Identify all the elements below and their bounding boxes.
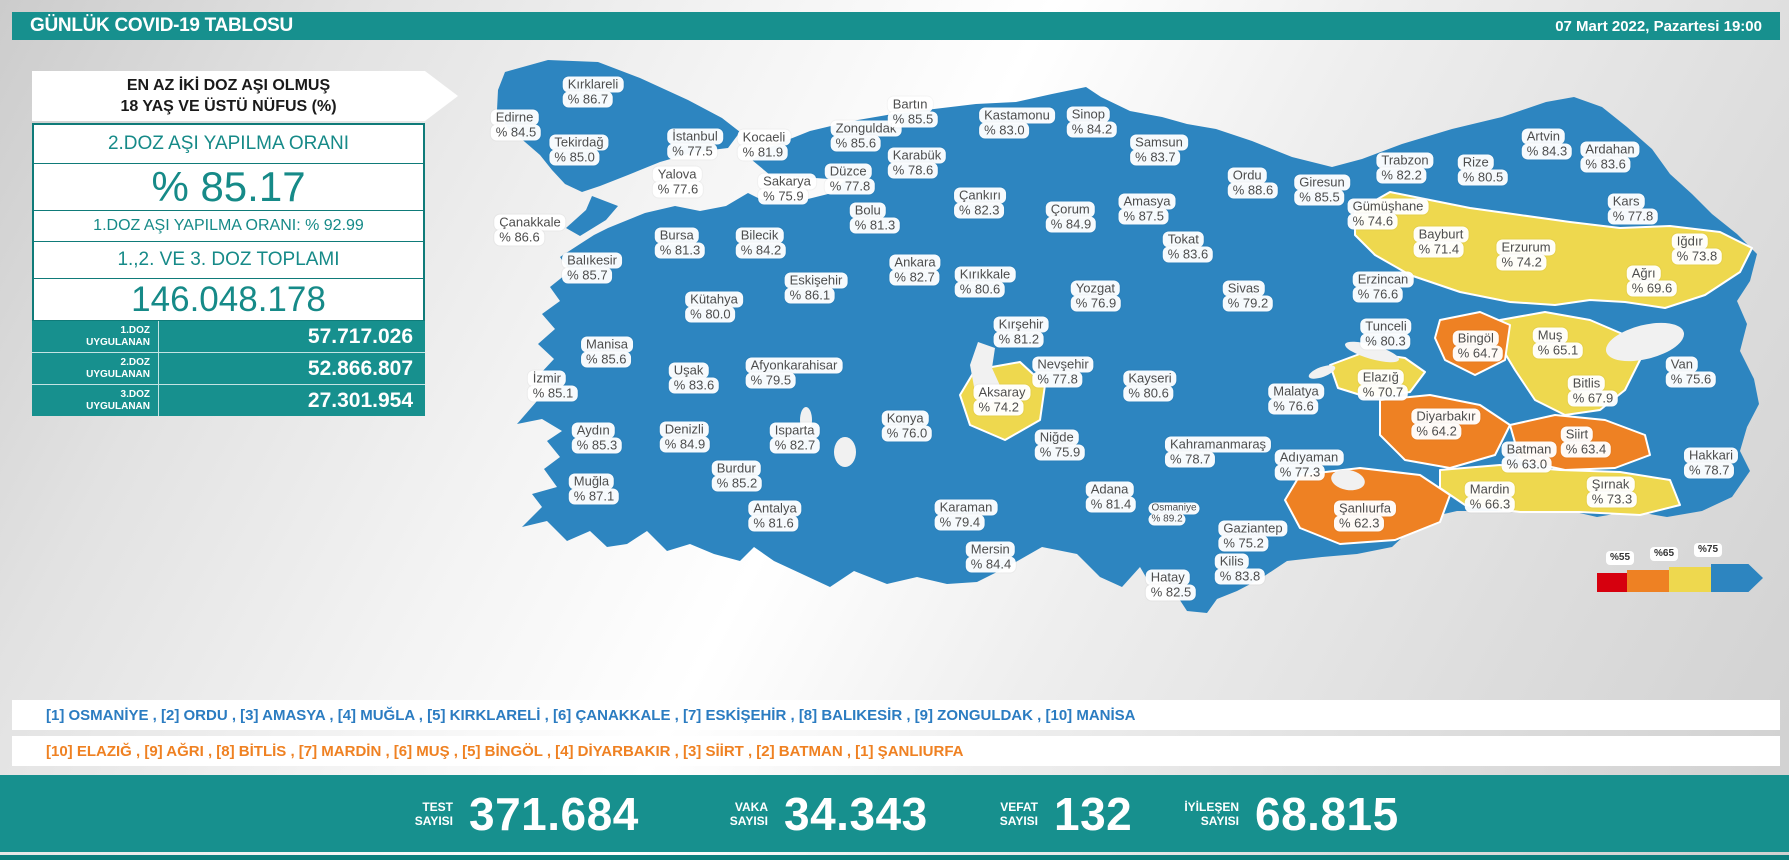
dose1-row-label-1: 1.DOZ — [120, 324, 150, 336]
vaccination-banner: EN AZ İKİ DOZ AŞI OLMUŞ 18 YAŞ VE ÜSTÜ N… — [32, 71, 425, 121]
dose3-row: 3.DOZ UYGULANAN 27.301.954 — [32, 385, 425, 416]
legend-color-scale — [1597, 564, 1763, 592]
lake-beysehir — [834, 437, 856, 467]
test-label-2: SAYISI — [414, 813, 453, 828]
test-count-value: 371.684 — [469, 787, 639, 840]
dose2-rate-label: 2.DOZ AŞI YAPILMA ORANI — [34, 125, 423, 164]
dose2-row-label-1: 2.DOZ — [120, 356, 150, 368]
dose1-row: 1.DOZ UYGULANAN 57.717.026 — [32, 321, 425, 353]
lake-egirdir — [800, 407, 812, 433]
legend-blue-arrow-block — [1711, 564, 1763, 592]
total-doses-label: 1.,2. VE 3. DOZ TOPLAMI — [34, 242, 423, 279]
dose3-row-label-1: 3.DOZ — [120, 388, 150, 400]
recovered-count-value: 68.815 — [1255, 787, 1399, 840]
top10-most-vaccinated: [1] OSMANİYE , [2] ORDU , [3] AMASYA , [… — [12, 700, 1780, 730]
header-bar: GÜNLÜK COVID-19 TABLOSU 07 Mart 2022, Pa… — [12, 12, 1780, 40]
dose3-row-label-2: UYGULANAN — [86, 400, 150, 412]
daily-stats-bar: TEST SAYISI 371.684 VAKA SAYISI 34.343 VEF… — [0, 775, 1789, 852]
case-count-group: VAKA SAYISI 34.343 — [668, 775, 928, 852]
test-label-1: TEST — [422, 799, 453, 814]
death-count-value: 132 — [1054, 787, 1133, 840]
recovered-label-1: İYİLEŞEN — [1184, 799, 1239, 814]
legend-label-55: %55 — [1606, 551, 1635, 565]
dose1-rate-line: 1.DOZ AŞI YAPILMA ORANI: % 92.99 — [34, 211, 423, 242]
vaccination-panel: 2.DOZ AŞI YAPILMA ORANI % 85.17 1.DOZ AŞ… — [32, 123, 425, 322]
dose-breakdown: 1.DOZ UYGULANAN 57.717.026 2.DOZ UYGULANAN… — [32, 321, 425, 416]
dose2-row-label-2: UYGULANAN — [86, 368, 150, 380]
page-title: GÜNLÜK COVID-19 TABLOSU — [30, 15, 293, 36]
total-doses-value: 146.048.178 — [131, 279, 326, 319]
death-label-2: SAYISI — [999, 813, 1038, 828]
death-label-1: VEFAT — [1000, 799, 1038, 814]
dose2-rate-value: % 85.17 — [34, 163, 423, 211]
legend-red-block — [1597, 573, 1627, 592]
patch-sanliurfa-orange — [1284, 467, 1451, 545]
dose3-count: 27.301.954 — [307, 388, 413, 412]
case-label-1: VAKA — [734, 799, 768, 814]
ataturk-reservoir — [1331, 469, 1365, 491]
dose2-row: 2.DOZ UYGULANAN 52.866.807 — [32, 353, 425, 385]
case-label-2: SAYISI — [729, 813, 768, 828]
report-date: 07 Mart 2022, Pazartesi 19:00 — [1555, 17, 1762, 35]
dose1-count: 57.717.026 — [307, 324, 413, 348]
banner-line-2: 18 YAŞ VE ÜSTÜ NÜFUS (%) — [120, 98, 337, 115]
recovered-count-group: İYİLEŞEN SAYISI 68.815 — [1139, 775, 1399, 852]
legend-yellow-block — [1669, 567, 1711, 592]
dose2-count: 52.866.807 — [307, 356, 413, 380]
lake-van — [1605, 322, 1685, 362]
bottom-strip — [0, 855, 1789, 860]
bottom10-least-vaccinated: [10] ELAZIĞ , [9] AĞRI , [8] BİTLİS , [7… — [12, 736, 1780, 766]
keban-reservoir — [1345, 341, 1399, 363]
keban-reservoir-2 — [1308, 365, 1336, 379]
dose1-row-label-2: UYGULANAN — [86, 336, 150, 348]
banner-line-1: EN AZ İKİ DOZ AŞI OLMUŞ — [126, 77, 331, 94]
legend-orange-block — [1627, 570, 1669, 592]
legend-label-75: %75 — [1694, 543, 1723, 557]
legend-label-65: %65 — [1650, 547, 1679, 561]
test-count-group: TEST SAYISI 371.684 — [353, 775, 639, 852]
case-count-value: 34.343 — [784, 787, 928, 840]
death-count-group: VEFAT SAYISI 132 — [938, 775, 1132, 852]
recovered-label-2: SAYISI — [1200, 813, 1239, 828]
